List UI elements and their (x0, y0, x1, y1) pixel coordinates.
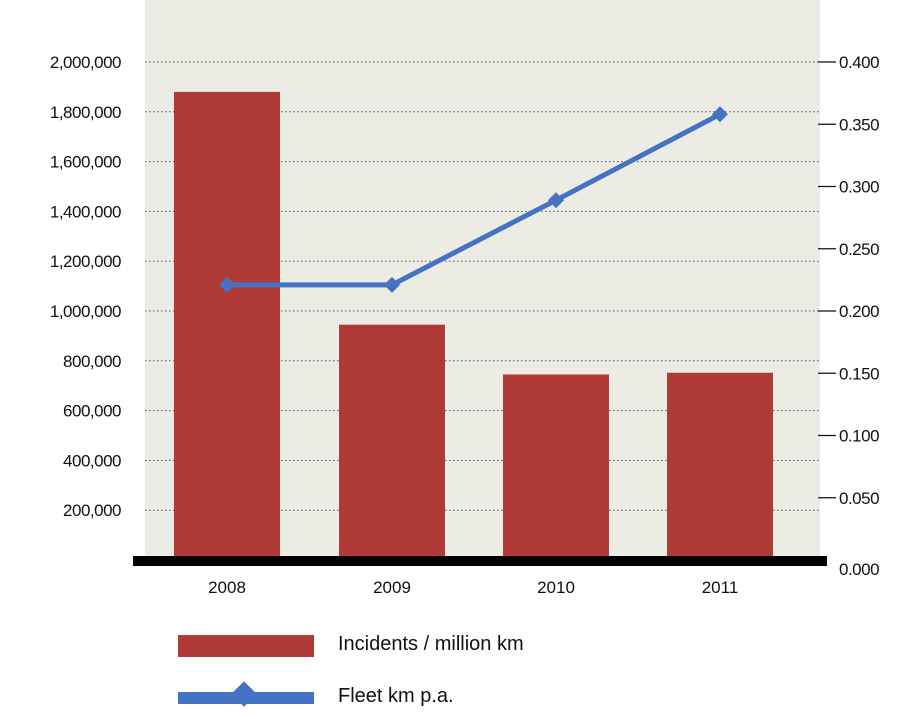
legend-item-bar: Incidents / million km (178, 627, 878, 667)
right-tick-label: 0.150 (839, 364, 879, 383)
x-tick-label: 2009 (373, 578, 411, 597)
bar-2008 (174, 91, 280, 560)
x-tick-label: 2011 (702, 578, 739, 597)
left-tick-label: 1,600,000 (50, 153, 121, 172)
line-path (227, 112, 722, 288)
left-tick-label: 600,000 (63, 402, 121, 421)
right-tick-label: 0.400 (839, 53, 879, 72)
legend-line-label: Fleet km p.a. (338, 685, 454, 707)
right-tick-label: 0.300 (839, 178, 879, 197)
bar-2011 (667, 372, 773, 560)
left-tick-label: 800,000 (63, 352, 121, 371)
legend-item-line: Fleet km p.a. (178, 679, 878, 719)
right-tick-label: 0.350 (839, 115, 879, 134)
line-point-2011 (712, 106, 728, 123)
x-tick-label: 2010 (537, 578, 575, 597)
left-tick-label: 1,000,000 (50, 302, 121, 321)
left-tick-label: 1,200,000 (50, 252, 121, 271)
bar-2010 (503, 374, 609, 560)
right-axis-ticks: 0.000 0.050 0.100 0.150 0.200 0.250 0.300 0.350… (818, 53, 880, 579)
left-tick-label: 1,800,000 (50, 103, 121, 122)
right-tick-label: 0.050 (839, 489, 879, 508)
right-tick-label: 0.000 (839, 560, 879, 579)
left-tick-label: 200,000 (63, 501, 121, 520)
line-point-2010 (548, 192, 564, 209)
left-tick-label: 1,400,000 (50, 202, 121, 221)
legend-bar-swatch (178, 635, 314, 657)
left-tick-label: 400,000 (63, 451, 121, 470)
line-series (219, 106, 728, 293)
line-point-2008 (219, 276, 235, 293)
x-axis-baseline (133, 556, 827, 566)
left-tick-label: 2,000,000 (50, 53, 121, 72)
x-axis-categories: 2008 2009 2010 2011 (208, 578, 738, 597)
line-point-2009 (384, 276, 400, 293)
right-tick-label: 0.200 (839, 302, 879, 321)
right-tick-label: 0.100 (839, 427, 879, 446)
x-tick-label: 2008 (208, 578, 246, 597)
bar-series (174, 91, 773, 560)
left-axis-ticks: 200,000 400,000 600,000 800,000 1,000,000 1,2… (50, 53, 122, 520)
right-tick-label: 0.250 (839, 240, 879, 259)
legend-bar-label: Incidents / million km (338, 633, 524, 655)
bar-2009 (339, 324, 445, 560)
